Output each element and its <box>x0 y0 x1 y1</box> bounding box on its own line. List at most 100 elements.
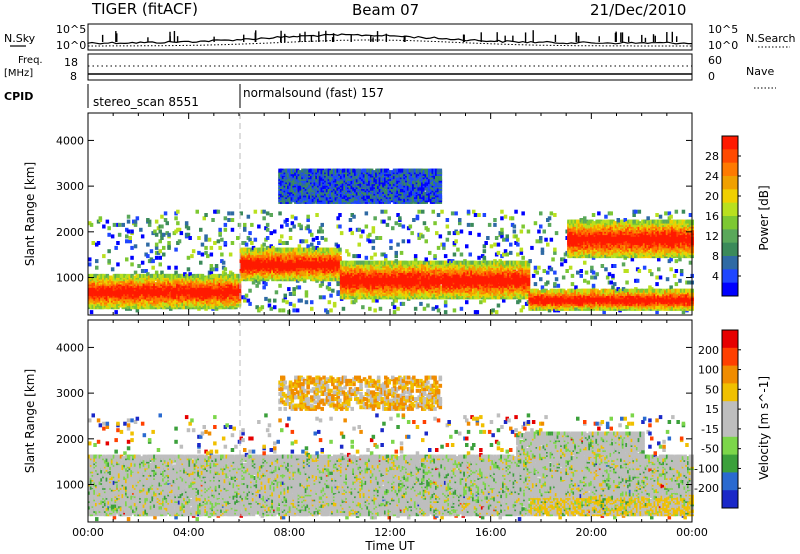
power-cell <box>306 218 310 222</box>
power-cell <box>362 196 367 201</box>
power-cell <box>117 273 122 278</box>
power-cell <box>336 247 340 252</box>
power-cell <box>119 285 124 290</box>
power-cell <box>274 273 279 278</box>
power-cell <box>174 229 178 234</box>
power-cell <box>331 247 335 252</box>
power-cell <box>110 267 115 272</box>
power-cell <box>209 270 214 275</box>
power-cell <box>228 270 233 275</box>
power-cell <box>297 298 302 303</box>
power-cell <box>248 231 252 236</box>
power-cell <box>315 236 319 240</box>
power-cell <box>313 185 317 189</box>
power-cell <box>361 305 365 310</box>
power-cell <box>169 287 173 292</box>
power-cell <box>320 173 324 178</box>
power-cell <box>109 287 113 292</box>
power-cell <box>234 278 238 283</box>
power-cell <box>271 270 275 275</box>
power-cell <box>160 303 164 308</box>
power-cell <box>306 247 310 252</box>
power-cell <box>107 226 111 231</box>
power-cell <box>170 293 175 298</box>
power-cell <box>280 249 284 254</box>
power-cell <box>405 168 409 173</box>
power-cell <box>408 168 413 173</box>
power-cell <box>396 176 400 181</box>
power-cell <box>167 241 171 245</box>
power-cell <box>109 275 113 280</box>
power-cell <box>209 264 214 268</box>
power-cell <box>394 178 398 183</box>
power-cell <box>160 236 164 240</box>
power-cell <box>354 275 358 280</box>
power-cell <box>262 260 266 265</box>
power-cell <box>285 300 289 305</box>
power-cell <box>109 298 113 303</box>
power-cell <box>392 310 397 315</box>
power-cell <box>184 280 189 285</box>
power-cell <box>371 229 376 234</box>
power-cell <box>110 280 115 285</box>
power-cell <box>234 273 238 278</box>
power-cell <box>401 239 406 244</box>
power-cell <box>345 249 349 254</box>
power-cell <box>373 216 377 221</box>
power-cell <box>338 213 342 217</box>
power-cell <box>345 260 349 265</box>
power-cell <box>167 232 171 237</box>
cpid-mode-2: normalsound (fast) 157 <box>243 86 384 100</box>
power-cell <box>368 270 372 275</box>
power-cell <box>248 249 252 254</box>
power-cell <box>243 298 247 303</box>
power-cell <box>322 252 326 257</box>
power-cell <box>405 282 409 287</box>
power-cell <box>292 224 296 229</box>
power-cell <box>299 247 303 252</box>
power-cell <box>394 221 398 226</box>
power-cell <box>285 222 289 227</box>
power-cell <box>147 288 152 293</box>
power-cell <box>334 242 339 247</box>
power-cell <box>221 260 226 265</box>
power-cell <box>95 278 99 283</box>
power-cell <box>408 265 413 270</box>
power-cell <box>320 168 324 173</box>
power-cell <box>294 270 298 275</box>
power-cell <box>169 282 173 287</box>
power-cell <box>265 259 270 264</box>
power-cell <box>325 188 330 193</box>
power-cell <box>366 190 370 194</box>
power-cell <box>359 293 363 298</box>
power-cell <box>276 259 280 264</box>
power-cell <box>385 198 390 203</box>
power-cell <box>283 168 287 173</box>
power-cell <box>339 175 344 180</box>
power-cell <box>214 267 219 272</box>
power-cell <box>211 288 215 293</box>
power-cell <box>362 293 367 298</box>
power-cell <box>156 250 161 255</box>
power-cell <box>183 300 187 305</box>
power-cell <box>376 178 381 183</box>
power-cell <box>274 255 279 260</box>
power-cell <box>354 175 358 180</box>
power-cell <box>376 185 381 189</box>
power-cell <box>88 257 92 262</box>
power-cell <box>188 282 192 287</box>
power-cell <box>290 188 295 193</box>
power-cell <box>228 293 233 298</box>
power-cell <box>382 260 386 265</box>
power-cell <box>133 270 138 275</box>
power-cell <box>384 257 388 262</box>
power-cell <box>156 273 161 278</box>
power-cell <box>133 275 138 280</box>
power-cell <box>223 287 228 292</box>
power-cell <box>362 176 367 181</box>
power-cell <box>239 265 243 270</box>
power-cell <box>102 296 106 301</box>
power-cell <box>287 287 291 292</box>
power-cell <box>223 295 228 300</box>
power-cell <box>230 272 235 277</box>
